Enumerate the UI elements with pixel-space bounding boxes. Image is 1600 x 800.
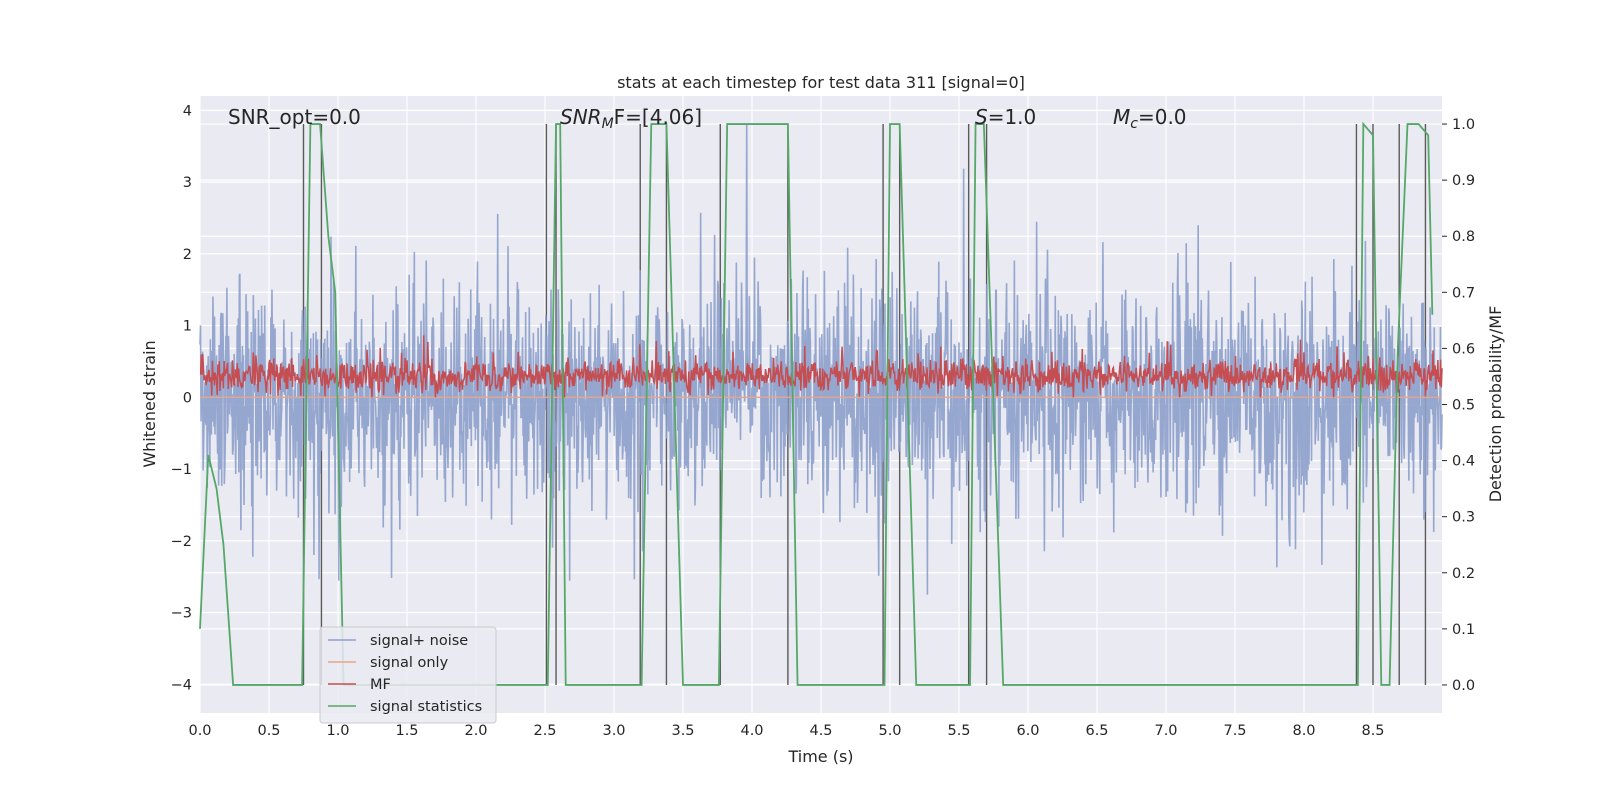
y-right-tick-label-3: 0.3	[1452, 510, 1475, 526]
x-tick-label-15: 7.5	[1223, 723, 1246, 739]
x-tick-label-4: 2.0	[464, 723, 487, 739]
y-right-tick-label-0: 0.0	[1452, 678, 1475, 694]
mc-base: M	[1113, 105, 1130, 129]
y-left-tick-label-4: 0	[183, 390, 192, 406]
y-right-tick-label-4: 0.4	[1452, 454, 1475, 470]
signal-statistics-line	[199, 121, 1434, 686]
x-tick-label-8: 4.0	[740, 723, 763, 739]
mc-rest: =0.0	[1138, 105, 1187, 129]
x-tick-label-3: 1.5	[395, 723, 418, 739]
y-right-tick-label-5: 0.5	[1452, 398, 1475, 414]
y-right-tick-label-7: 0.7	[1452, 285, 1475, 301]
x-axis-label: Time (s)	[787, 747, 853, 766]
legend-label-signal-noise: signal+ noise	[370, 633, 468, 649]
x-tick-label-11: 5.5	[947, 723, 970, 739]
x-tick-label-9: 4.5	[809, 723, 832, 739]
y-right-tick-label-10: 1.0	[1452, 117, 1475, 133]
x-tick-label-10: 5.0	[878, 723, 901, 739]
axis-ticks: 0.0 0.5 1.0 1.5 2.0 2.5 3.0 3.5 4.0 4.5 5.0 5.5 6.0 6…	[171, 103, 1475, 739]
x-tick-label-14: 7.0	[1154, 723, 1177, 739]
y-left-tick-label-8: 4	[183, 103, 192, 119]
y-left-tick-label-6: 2	[183, 247, 192, 263]
series-mf	[199, 335, 1443, 398]
snr-mf-rest: F=[4.06]	[614, 105, 702, 129]
y-left-tick-label-7: 3	[183, 175, 192, 191]
x-tick-label-12: 6.0	[1016, 723, 1039, 739]
x-tick-label-17: 8.5	[1361, 723, 1384, 739]
x-tick-label-2: 1.0	[326, 723, 349, 739]
y-right-tick-label-2: 0.2	[1452, 566, 1475, 582]
legend-label-signal-statistics: signal statistics	[370, 699, 482, 715]
y-left-tick-label-1: −3	[171, 606, 192, 622]
y-right-tick-label-1: 0.1	[1452, 622, 1475, 638]
legend-label-mf: MF	[370, 677, 391, 693]
y-right-tick-label-8: 0.8	[1452, 229, 1475, 245]
y-left-tick-label-0: −4	[171, 677, 192, 693]
chart-title: stats at each timestep for test data 311…	[617, 73, 1025, 92]
legend-box	[319, 626, 497, 724]
y-right-tick-label-9: 0.9	[1452, 173, 1475, 189]
x-tick-label-1: 0.5	[257, 723, 280, 739]
y-left-tick-label-3: −1	[171, 462, 192, 478]
s-italic: S	[975, 105, 988, 129]
annotation-snr-mf: SNRMF=[4.06]	[560, 105, 702, 132]
series-signal-statistics	[199, 121, 1434, 686]
y-axis-label-right: Detection probability/MF	[1486, 306, 1505, 503]
x-tick-label-5: 2.5	[533, 723, 556, 739]
annotation-mc: Mc=0.0	[1113, 105, 1187, 132]
snr-mf-sub: M	[602, 116, 614, 132]
annotation-s: S=1.0	[975, 105, 1036, 129]
x-tick-label-6: 3.0	[602, 723, 625, 739]
y-right-tick-label-6: 0.6	[1452, 341, 1475, 357]
x-tick-label-7: 3.5	[671, 723, 694, 739]
y-axis-label-left: Whitened strain	[140, 340, 159, 467]
y-left-tick-label-2: −2	[171, 534, 192, 550]
annotation-snr-opt: SNR_opt=0.0	[228, 105, 361, 129]
x-tick-label-13: 6.5	[1085, 723, 1108, 739]
x-tick-label-0: 0.0	[188, 723, 211, 739]
legend: signal+ noise signal only MF signal stat…	[319, 626, 497, 724]
x-tick-label-16: 8.0	[1292, 723, 1315, 739]
s-rest: =1.0	[988, 105, 1037, 129]
mf-line	[199, 335, 1443, 398]
snr-mf-base: SNR	[560, 105, 602, 129]
mc-sub: c	[1130, 116, 1138, 132]
legend-label-signal-only: signal only	[370, 655, 449, 671]
y-left-tick-label-5: 1	[183, 319, 192, 335]
